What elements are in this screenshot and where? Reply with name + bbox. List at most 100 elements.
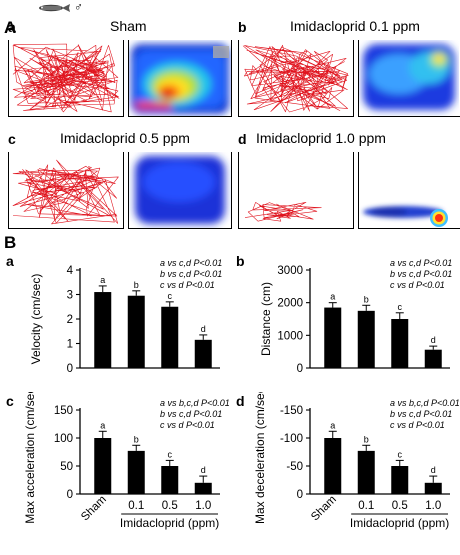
category-label: 0.1	[128, 500, 144, 512]
bar	[194, 482, 212, 494]
category-label: Sham	[79, 494, 109, 524]
significance-letter: d	[431, 465, 436, 475]
stat-annotation: a vs c,d P<0.01	[160, 258, 222, 268]
category-label: 1.0	[425, 500, 441, 512]
bar	[391, 319, 409, 368]
significance-letter: b	[364, 434, 369, 444]
heatmap-1-0	[363, 206, 448, 227]
significance-letter: c	[398, 449, 403, 459]
bar	[357, 450, 375, 494]
stat-annotation: c vs d P<0.01	[390, 280, 445, 290]
heatmap-box-sham	[128, 40, 232, 117]
y-tick-label: 4	[67, 265, 74, 277]
significance-letter: c	[168, 449, 173, 459]
bar	[127, 295, 145, 368]
bar	[94, 438, 112, 494]
heatmap-sham	[131, 44, 229, 114]
heatmap-box-0-5	[128, 152, 232, 229]
bar	[324, 438, 342, 494]
category-label: 0.1	[358, 500, 374, 512]
significance-letter: a	[330, 420, 335, 430]
category-label: 1.0	[195, 500, 211, 512]
chart-letter: d	[236, 393, 245, 409]
y-axis-label: Max deceleration (cm/sec )	[253, 392, 267, 524]
heatmap-0-1	[363, 44, 455, 110]
trace-box-0-1	[238, 40, 354, 117]
y-tick-label: -50	[286, 461, 303, 473]
significance-letter: c	[398, 302, 403, 312]
y-tick-label: 0	[67, 363, 73, 375]
category-label: 0.5	[392, 500, 408, 512]
category-label: 0.5	[162, 500, 178, 512]
heatmap-box-0-1	[358, 40, 460, 117]
significance-letter: a	[330, 292, 335, 302]
y-tick-label: 50	[60, 461, 73, 473]
y-tick-label: 3000	[277, 265, 303, 277]
y-tick-label: 0	[297, 363, 303, 375]
trace-1-0	[244, 202, 322, 222]
condition-c-title: Imidacloprid 0.5 ppm	[60, 130, 190, 146]
significance-letter: b	[134, 280, 139, 290]
stat-annotation: b vs c,d P<0.01	[160, 269, 222, 279]
y-axis-label: Max acceleration (cm/sec )	[23, 392, 37, 524]
condition-a-title: Sham	[110, 18, 147, 34]
male-symbol: ♂	[74, 0, 83, 14]
condition-c-letter: c	[8, 131, 16, 147]
y-tick-label: 2000	[277, 298, 303, 310]
panel-a-label: A	[4, 18, 17, 37]
chart-velocity: a 0 1 2 3 4 Velocity (cm/sec) a b c d a vs c,d P<0.…	[0, 252, 230, 397]
condition-d-title: Imidacloprid 1.0 ppm	[256, 130, 386, 146]
stat-annotation: c vs d P<0.01	[160, 420, 215, 430]
significance-letter: c	[168, 291, 173, 301]
x-axis-label: Imidacloprid (ppm)	[120, 516, 219, 530]
significance-letter: a	[100, 420, 105, 430]
significance-letter: b	[364, 294, 369, 304]
stat-annotation: b vs c,d P<0.01	[390, 409, 452, 419]
chart-max-deceleration: d 0 -50 -100 -150 Max deceleration (cm/sec ) a…	[230, 380, 460, 555]
bar	[391, 466, 409, 494]
significance-letter: d	[201, 465, 206, 475]
y-tick-label: 3	[67, 290, 73, 302]
zebrafish-icon	[39, 4, 70, 12]
significance-letter: b	[134, 434, 139, 444]
y-tick-label: 0	[297, 489, 303, 501]
stat-annotation: a vs c,d P<0.01	[390, 258, 452, 268]
trace-0-5	[12, 159, 119, 225]
stat-annotation: b vs c,d P<0.01	[390, 269, 452, 279]
stat-annotation: c vs d P<0.01	[390, 420, 445, 430]
x-axis-label: Imidacloprid (ppm)	[350, 516, 449, 530]
trace-box-sham	[8, 40, 124, 117]
y-tick-label: -150	[280, 405, 303, 417]
bar	[324, 307, 342, 368]
bar	[424, 482, 442, 494]
panel-b-label: B	[4, 233, 17, 252]
bar	[127, 450, 145, 494]
chart-letter: c	[6, 393, 14, 409]
chart-distance: b 0 1000 2000 3000 Distance (cm) a b c d a vs c,d …	[230, 252, 460, 397]
bar	[194, 339, 212, 368]
significance-letter: d	[431, 335, 436, 345]
stat-annotation: b vs c,d P<0.01	[160, 409, 222, 419]
y-axis-label: Distance (cm)	[259, 282, 273, 356]
stat-annotation: a vs b,c,d P<0.01	[390, 398, 460, 408]
condition-b-letter: b	[238, 19, 247, 35]
bar	[357, 310, 375, 368]
chart-letter: b	[236, 253, 245, 269]
category-label: Sham	[309, 494, 339, 524]
y-tick-label: -100	[280, 433, 303, 445]
y-tick-label: 2	[67, 314, 73, 326]
heatmap-box-1-0	[358, 152, 460, 229]
chart-max-acceleration: c 0 50 100 150 Max acceleration (cm/sec ) a Sha…	[0, 380, 230, 555]
trace-box-0-5	[8, 152, 124, 229]
stat-annotation: a vs b,c,d P<0.01	[160, 398, 230, 408]
condition-b-title: Imidacloprid 0.1 ppm	[290, 18, 420, 34]
y-tick-label: 0	[67, 489, 73, 501]
bar	[161, 466, 179, 494]
bar	[161, 306, 179, 368]
stat-annotation: c vs d P<0.01	[160, 280, 215, 290]
trace-sham	[12, 43, 120, 113]
y-tick-label: 150	[54, 405, 73, 417]
y-tick-label: 100	[54, 433, 73, 445]
chart-letter: a	[6, 253, 14, 269]
significance-letter: a	[100, 275, 105, 285]
